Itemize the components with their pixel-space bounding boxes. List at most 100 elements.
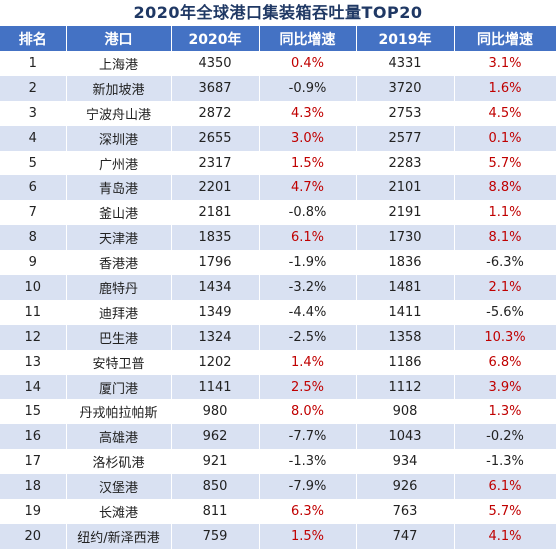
cell-rank: 4 [0,125,67,151]
cell-port: 上海港 [66,51,172,76]
cell-port: 迪拜港 [66,299,172,325]
table-row: 14 厦门港 1141 2.5% 1112 3.9% [0,374,556,400]
cell-port: 汉堡港 [66,474,172,500]
cell-growth-2019: 2.1% [454,275,556,300]
cell-port: 厦门港 [66,374,172,400]
cell-growth-2019: -5.6% [454,299,556,325]
cell-growth-2019: 8.1% [454,225,556,251]
cell-port: 天津港 [66,225,172,251]
cell-volume-2020: 2201 [171,175,260,201]
cell-volume-2020: 2655 [171,125,260,151]
cell-growth-2019: 10.3% [454,324,556,350]
cell-growth-2020: 6.3% [259,499,357,524]
table-row: 5 广州港 2317 1.5% 2283 5.7% [0,150,556,176]
cell-rank: 3 [0,100,67,126]
table-row: 15 丹戎帕拉帕斯 980 8.0% 908 1.3% [0,399,556,425]
cell-port: 深圳港 [66,125,172,151]
cell-volume-2019: 747 [356,523,455,549]
cell-growth-2020: 4.7% [259,175,357,201]
table-row: 19 长滩港 811 6.3% 763 5.7% [0,499,556,524]
cell-volume-2020: 1835 [171,225,260,251]
cell-volume-2020: 962 [171,424,260,450]
cell-growth-2020: 1.4% [259,349,357,375]
cell-volume-2019: 1836 [356,250,455,276]
cell-growth-2019: 5.7% [454,499,556,524]
cell-rank: 2 [0,75,67,101]
header-2020: 2020年 [171,26,260,51]
cell-rank: 1 [0,51,67,76]
cell-rank: 12 [0,324,67,350]
table-row: 8 天津港 1835 6.1% 1730 8.1% [0,225,556,251]
cell-volume-2020: 759 [171,523,260,549]
cell-growth-2020: 4.3% [259,100,357,126]
cell-growth-2020: -2.5% [259,324,357,350]
cell-rank: 16 [0,424,67,450]
cell-rank: 19 [0,499,67,524]
cell-rank: 11 [0,299,67,325]
cell-volume-2019: 1358 [356,324,455,350]
cell-rank: 15 [0,399,67,425]
cell-growth-2019: 4.1% [454,523,556,549]
cell-volume-2019: 1730 [356,225,455,251]
cell-rank: 8 [0,225,67,251]
cell-volume-2020: 1796 [171,250,260,276]
cell-volume-2020: 811 [171,499,260,524]
cell-volume-2020: 921 [171,449,260,475]
cell-port: 纽约/新泽西港 [66,523,172,549]
header-port: 港口 [66,26,172,51]
cell-growth-2020: 1.5% [259,523,357,549]
cell-rank: 14 [0,374,67,400]
cell-volume-2019: 4331 [356,51,455,76]
cell-port: 洛杉矶港 [66,449,172,475]
cell-growth-2019: 5.7% [454,150,556,176]
cell-port: 高雄港 [66,424,172,450]
cell-rank: 20 [0,523,67,549]
cell-growth-2020: 8.0% [259,399,357,425]
header-growth-2020: 同比增速 [259,26,357,51]
cell-growth-2020: 3.0% [259,125,357,151]
cell-volume-2020: 1324 [171,324,260,350]
cell-growth-2019: 1.3% [454,399,556,425]
cell-volume-2019: 1043 [356,424,455,450]
header-rank: 排名 [0,26,67,51]
cell-port: 鹿特丹 [66,275,172,300]
cell-growth-2020: -7.7% [259,424,357,450]
cell-volume-2019: 2101 [356,175,455,201]
cell-port: 安特卫普 [66,349,172,375]
cell-port: 丹戎帕拉帕斯 [66,399,172,425]
cell-rank: 17 [0,449,67,475]
cell-volume-2019: 2577 [356,125,455,151]
cell-port: 广州港 [66,150,172,176]
cell-growth-2019: 0.1% [454,125,556,151]
table-row: 6 青岛港 2201 4.7% 2101 8.8% [0,175,556,201]
cell-rank: 6 [0,175,67,201]
cell-volume-2019: 934 [356,449,455,475]
cell-growth-2019: 1.1% [454,200,556,226]
cell-growth-2020: 6.1% [259,225,357,251]
table-row: 4 深圳港 2655 3.0% 2577 0.1% [0,125,556,151]
cell-rank: 7 [0,200,67,226]
cell-growth-2019: 6.8% [454,349,556,375]
table-row: 9 香港港 1796 -1.9% 1836 -6.3% [0,250,556,276]
port-ranking-table: 排名 港口 2020年 同比增速 2019年 同比增速 1 上海港 4350 0.4%… [0,26,556,549]
cell-growth-2020: -0.9% [259,75,357,101]
cell-volume-2019: 2283 [356,150,455,176]
cell-volume-2020: 3687 [171,75,260,101]
cell-growth-2020: 1.5% [259,150,357,176]
table-row: 11 迪拜港 1349 -4.4% 1411 -5.6% [0,299,556,325]
cell-growth-2019: 6.1% [454,474,556,500]
cell-port: 新加坡港 [66,75,172,101]
cell-growth-2019: 3.1% [454,51,556,76]
cell-growth-2020: -0.8% [259,200,357,226]
table-row: 3 宁波舟山港 2872 4.3% 2753 4.5% [0,100,556,126]
cell-growth-2020: -4.4% [259,299,357,325]
table-row: 2 新加坡港 3687 -0.9% 3720 1.6% [0,75,556,101]
cell-growth-2020: -7.9% [259,474,357,500]
cell-growth-2019: 3.9% [454,374,556,400]
table-row: 12 巴生港 1324 -2.5% 1358 10.3% [0,324,556,350]
table-row: 20 纽约/新泽西港 759 1.5% 747 4.1% [0,523,556,549]
cell-port: 青岛港 [66,175,172,201]
cell-rank: 10 [0,275,67,300]
cell-volume-2019: 3720 [356,75,455,101]
